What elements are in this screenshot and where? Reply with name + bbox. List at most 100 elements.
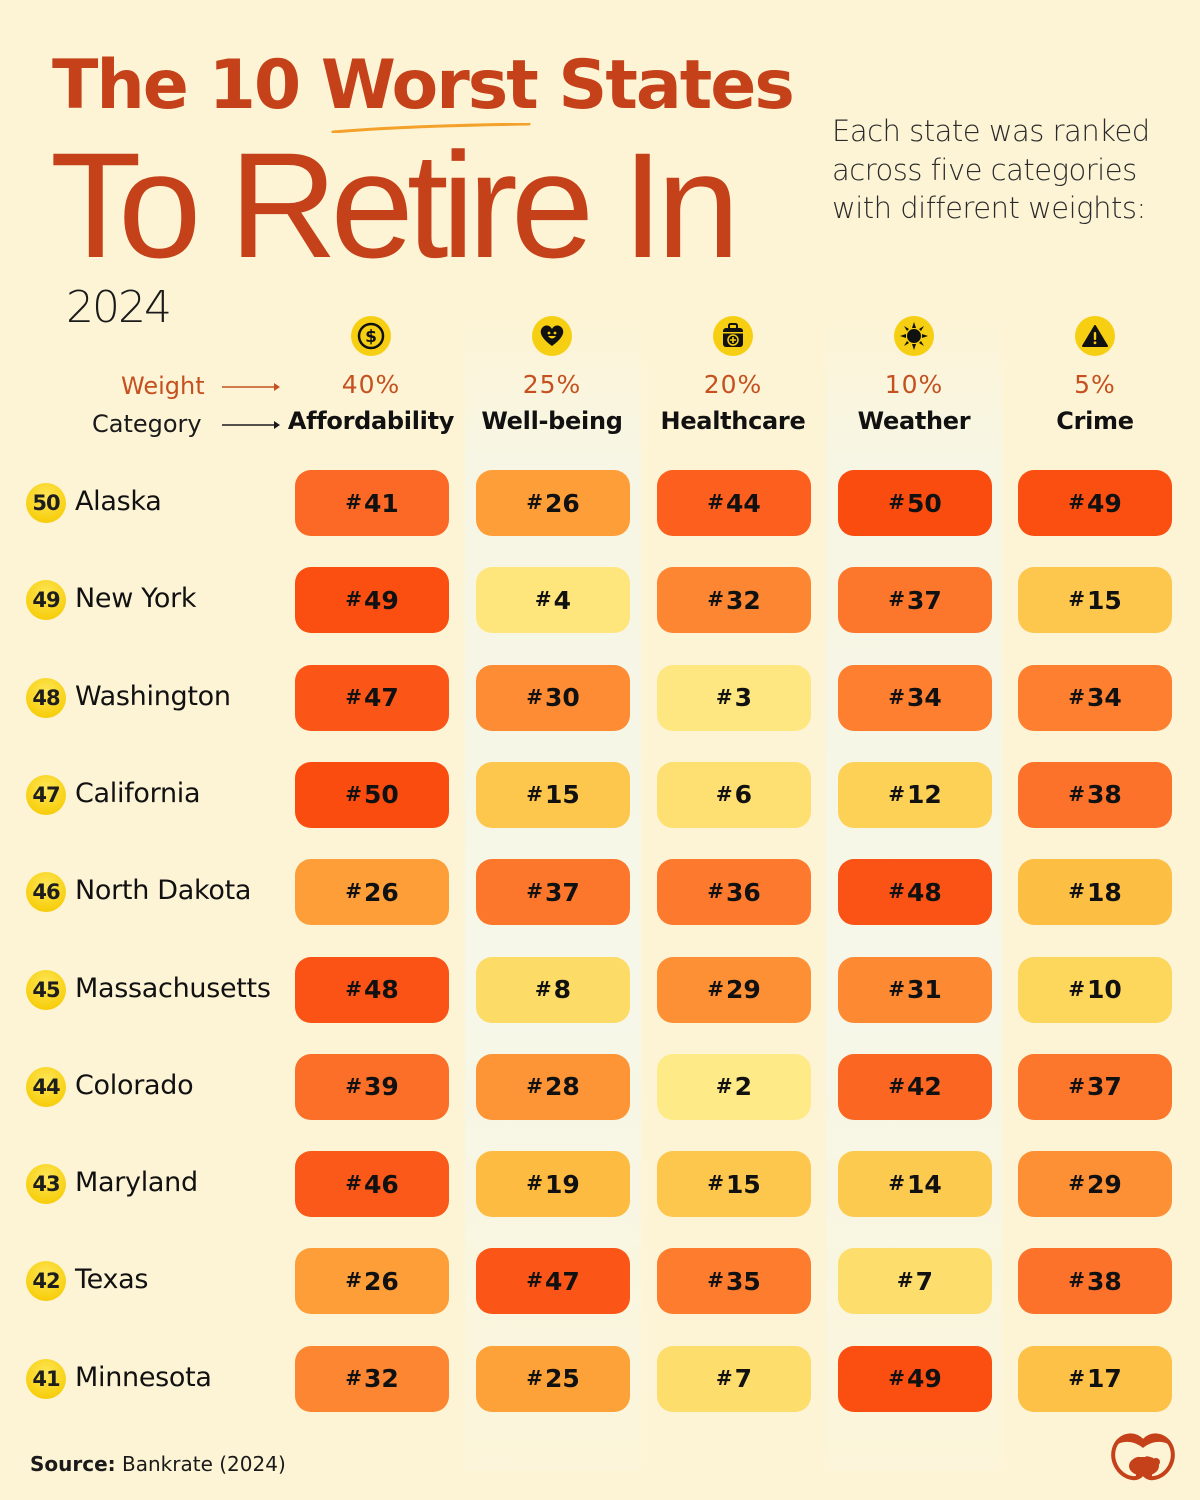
state-name: Colorado: [75, 1069, 194, 1101]
rank-value: 49: [363, 585, 399, 615]
title-highlight-text: Worst: [320, 46, 539, 125]
category-weight: 5%: [1074, 370, 1116, 399]
rank-value: 3: [734, 683, 753, 713]
category-header-affordability: $ 40% Affordability: [281, 316, 461, 435]
rank-cell-well-being: #30: [476, 664, 630, 731]
category-header-crime: 5% Crime: [1005, 316, 1185, 435]
hash-symbol: #: [715, 781, 733, 806]
rank-value: 4: [553, 585, 572, 615]
rank-cell-crime: #10: [1018, 956, 1172, 1023]
rank-value: 12: [906, 780, 942, 810]
rank-value: 18: [1086, 877, 1122, 907]
table-row: 48 Washington #47 #30 #3 #34 #34: [0, 664, 1200, 731]
rank-cell-affordability: #48: [295, 956, 449, 1023]
hash-symbol: #: [526, 490, 543, 514]
overall-rank-badge: 43: [26, 1164, 66, 1205]
hash-symbol: #: [1068, 1365, 1085, 1390]
rank-cell-weather: #14: [838, 1151, 992, 1218]
rank-value: 17: [1086, 1364, 1122, 1394]
rank-cell-affordability: #50: [295, 761, 449, 828]
state-name: North Dakota: [75, 875, 252, 907]
rank-cell-well-being: #47: [476, 1248, 630, 1315]
table-row: 45 Massachusetts #48 #8 #29 #31 #10: [0, 956, 1200, 1023]
hash-symbol: #: [707, 976, 724, 1001]
rank-cell-crime: #34: [1018, 664, 1172, 731]
rank-cell-weather: #42: [838, 1053, 992, 1120]
rank-value: 19: [544, 1169, 580, 1199]
rank-cell-affordability: #26: [295, 859, 449, 926]
rank-cell-affordability: #47: [295, 664, 449, 731]
rank-cell-affordability: #41: [295, 470, 449, 536]
warning-triangle-icon: [1075, 316, 1115, 356]
hash-symbol: #: [1068, 1171, 1085, 1196]
hash-symbol: #: [896, 1268, 914, 1293]
rank-value: 36: [725, 877, 761, 907]
table-row: 42 Texas #26 #47 #35 #7 #38: [0, 1248, 1200, 1315]
category-weight: 40%: [341, 370, 401, 399]
title-line-1: The 10 Worst States: [52, 52, 795, 133]
rank-cell-healthcare: #7: [657, 1345, 811, 1412]
title-highlight: Worst: [320, 46, 539, 133]
rank-cell-healthcare: #44: [657, 470, 811, 536]
rank-value: 41: [363, 488, 399, 518]
hash-symbol: #: [888, 976, 905, 1001]
hash-symbol: #: [1068, 976, 1085, 1001]
rank-cell-well-being: #28: [476, 1053, 630, 1120]
hash-symbol: #: [715, 684, 733, 709]
hash-symbol: #: [888, 587, 905, 612]
table-row: 50 Alaska #41 #26 #44 #50 #49: [0, 470, 1200, 536]
rank-cell-affordability: #32: [295, 1345, 449, 1412]
rank-value: 15: [544, 780, 580, 810]
rank-value: 38: [1086, 1266, 1122, 1296]
hash-symbol: #: [526, 781, 543, 806]
rank-cell-healthcare: #6: [657, 761, 811, 828]
rank-value: 29: [1086, 1169, 1122, 1199]
hash-symbol: #: [526, 1073, 543, 1098]
rank-value: 15: [1086, 585, 1122, 615]
rank-value: 8: [553, 975, 572, 1004]
subtitle: Each state was ranked across five catego…: [832, 114, 1150, 225]
rank-value: 37: [544, 877, 580, 907]
rank-value: 50: [363, 780, 399, 810]
category-header-weather: 10% Weather: [824, 316, 1004, 435]
hash-symbol: #: [345, 976, 362, 1001]
table-row: 47 California #50 #15 #6 #12 #38: [0, 761, 1200, 828]
rank-cell-healthcare: #3: [657, 664, 811, 731]
hash-symbol: #: [526, 684, 543, 709]
hash-symbol: #: [888, 1171, 905, 1196]
source-text: Bankrate (2024): [122, 1452, 286, 1476]
hash-symbol: #: [1068, 587, 1085, 612]
rank-cell-crime: #38: [1018, 761, 1172, 828]
category-header-healthcare: 20% Healthcare: [643, 316, 823, 435]
hash-symbol: #: [534, 587, 552, 612]
hash-symbol: #: [1068, 684, 1085, 709]
rank-cell-well-being: #8: [476, 956, 630, 1023]
table-row: 41 Minnesota #32 #25 #7 #49 #17: [0, 1345, 1200, 1412]
rank-value: 49: [1086, 488, 1122, 518]
category-weight: 10%: [884, 370, 944, 399]
overall-rank-badge: 45: [26, 969, 66, 1010]
rank-value: 35: [725, 1266, 761, 1296]
hash-symbol: #: [345, 1365, 362, 1390]
rank-cell-crime: #49: [1018, 470, 1172, 536]
rank-cell-weather: #7: [838, 1248, 992, 1315]
hash-symbol: #: [345, 1073, 362, 1098]
rank-value: 47: [544, 1266, 580, 1296]
rank-cell-healthcare: #15: [657, 1151, 811, 1218]
overall-rank-badge: 46: [26, 872, 66, 913]
state-name: Texas: [75, 1264, 149, 1296]
hash-symbol: #: [1068, 490, 1085, 514]
sun-icon: [894, 316, 934, 356]
year-label: 2024: [66, 282, 172, 333]
rank-cell-weather: #48: [838, 859, 992, 926]
rank-value: 34: [1086, 683, 1122, 713]
dollar-coin-icon: $: [351, 316, 391, 356]
rank-value: 46: [363, 1169, 399, 1199]
rank-value: 31: [906, 975, 942, 1004]
rank-cell-healthcare: #35: [657, 1248, 811, 1315]
hash-symbol: #: [345, 1268, 362, 1293]
category-name: Well-being: [481, 407, 623, 435]
binoculars-piggy-logo-icon: [1111, 1433, 1175, 1481]
state-name: Washington: [75, 680, 231, 712]
smiling-heart-icon: [532, 316, 572, 356]
